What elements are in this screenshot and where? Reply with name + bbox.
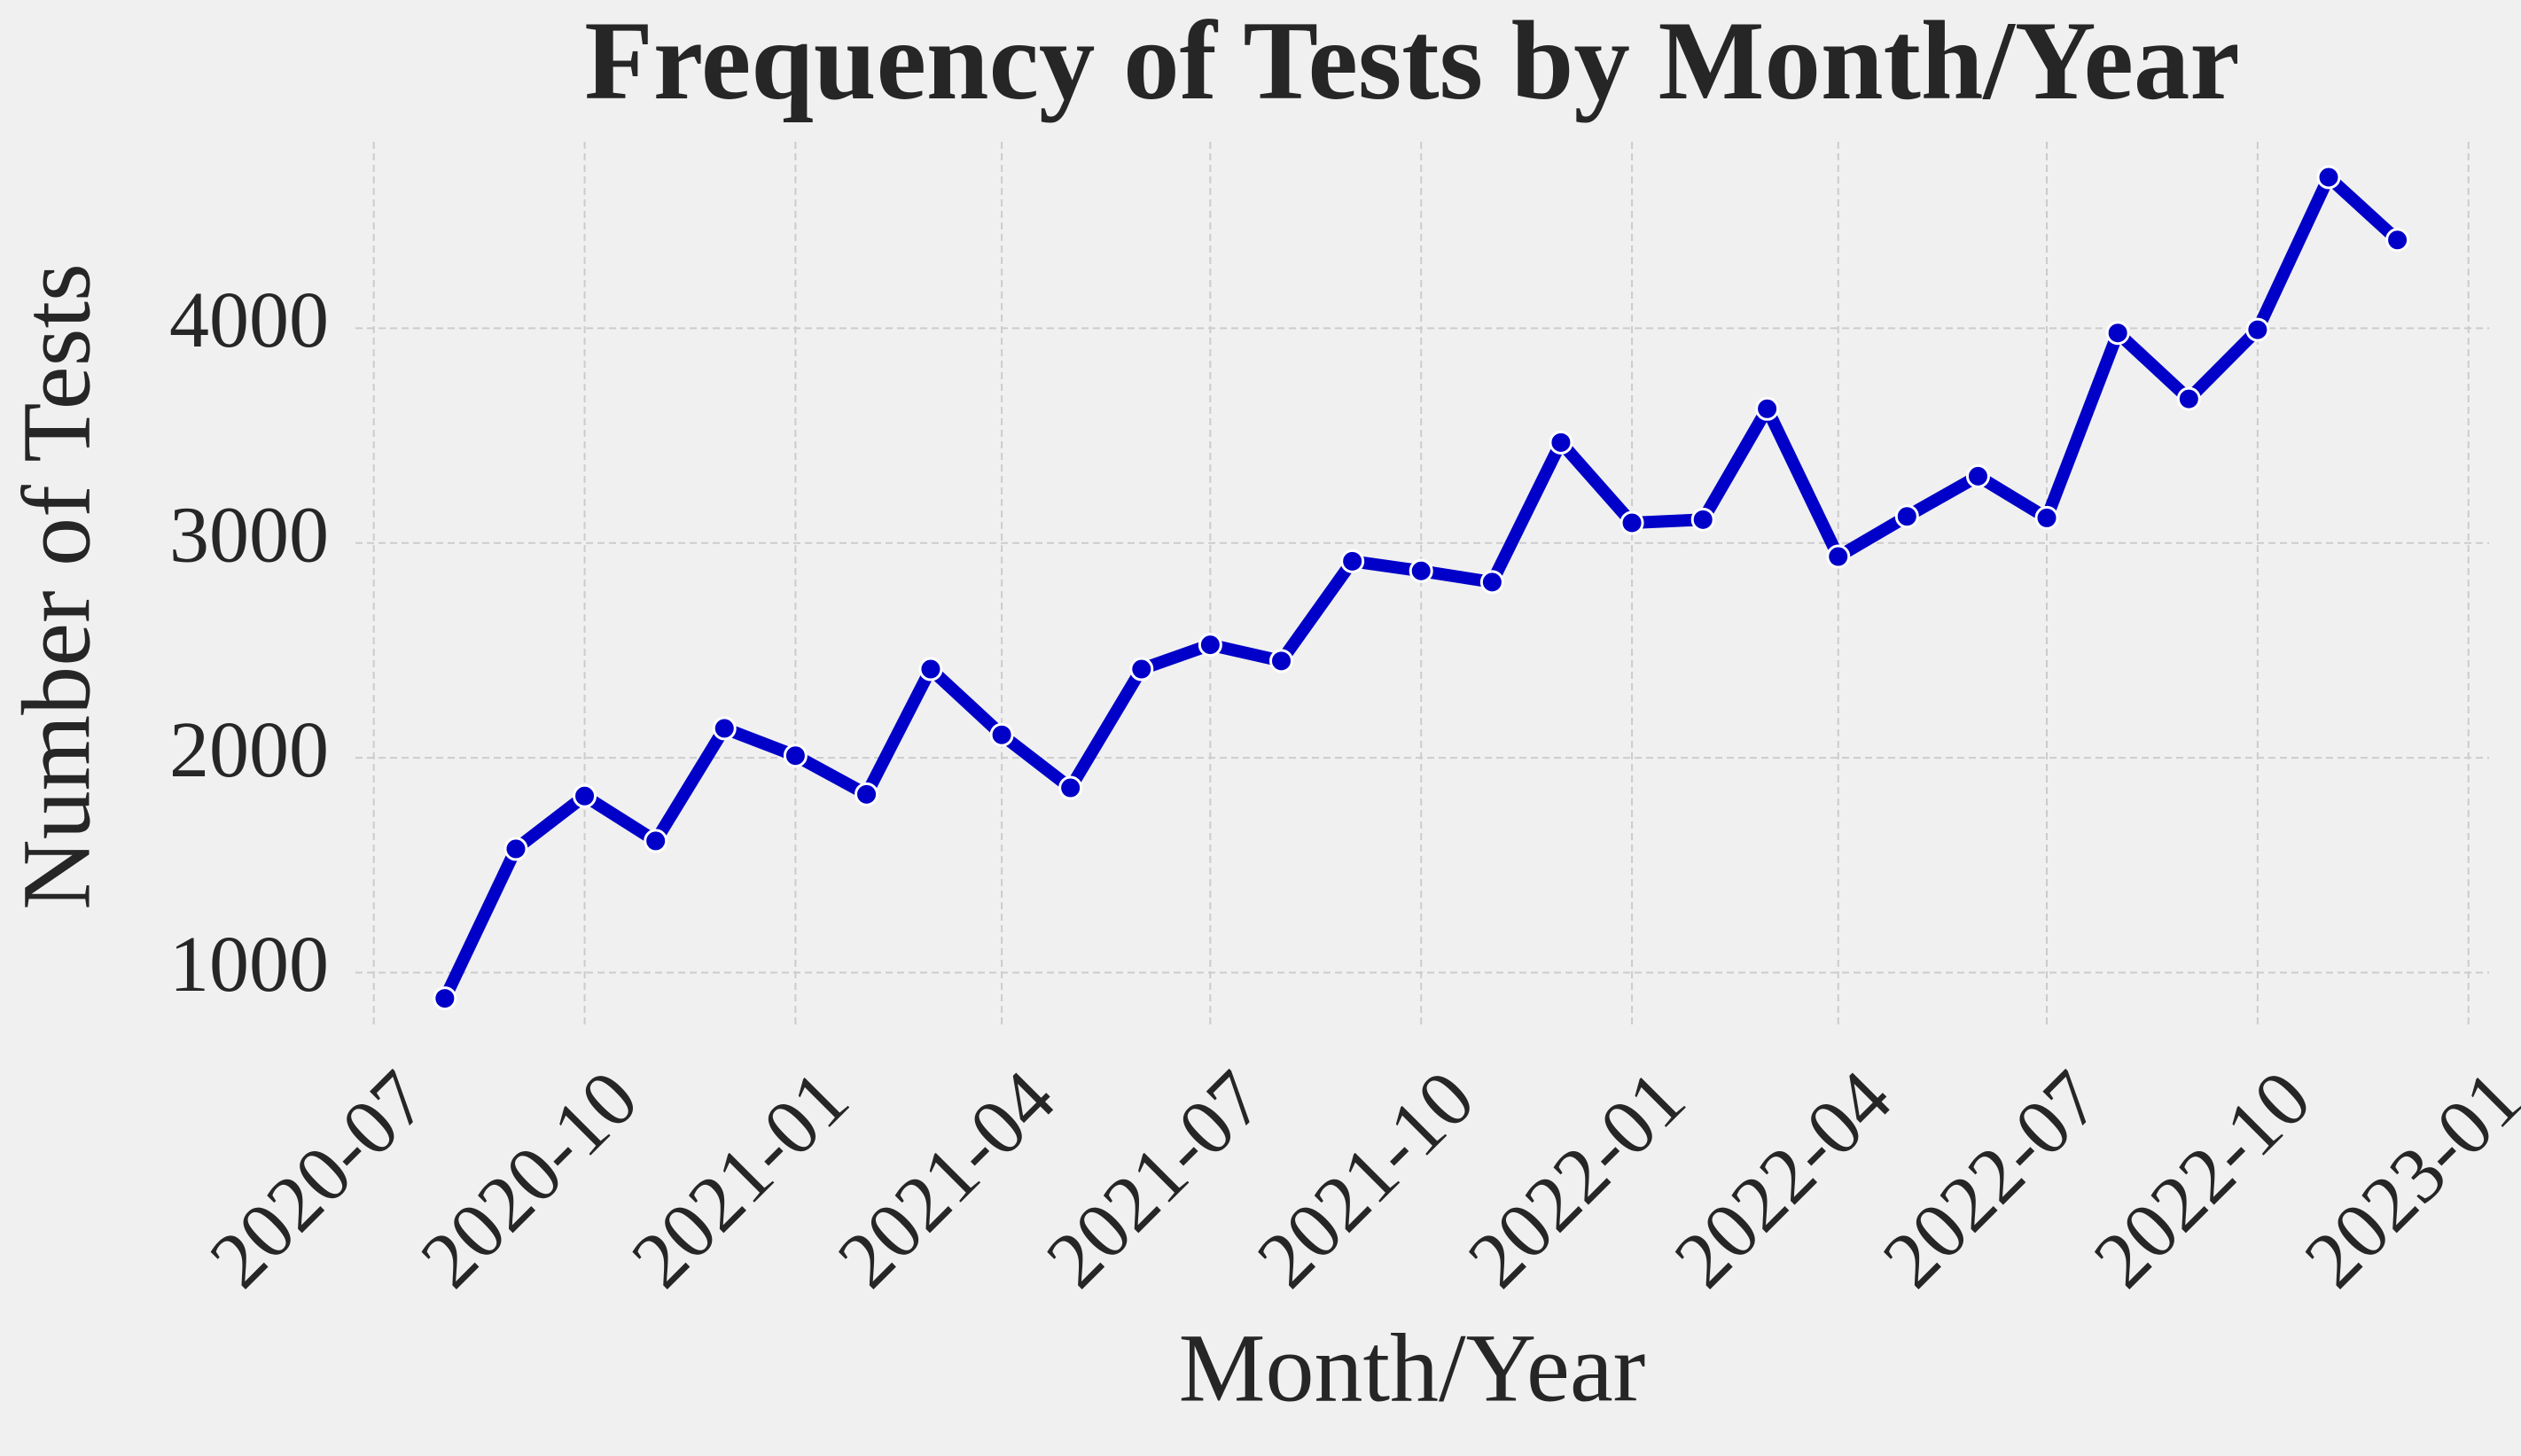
data-point <box>2245 317 2270 342</box>
data-point <box>1894 504 1919 529</box>
data-point <box>1409 558 1433 583</box>
data-point <box>2385 228 2410 253</box>
data-point <box>712 716 737 741</box>
data-point <box>2316 165 2341 190</box>
data-point <box>1965 463 1990 488</box>
data-point <box>783 744 808 768</box>
data-point <box>2105 321 2130 346</box>
data-point <box>989 722 1014 747</box>
y-tick-label: 1000 <box>169 921 329 1008</box>
data-point <box>573 783 597 808</box>
data-point <box>433 986 457 1011</box>
y-tick-label: 4000 <box>169 276 329 364</box>
y-tick-label: 3000 <box>169 491 329 579</box>
x-axis-label: Month/Year <box>1179 1313 1646 1421</box>
y-tick-label: 2000 <box>169 706 329 794</box>
data-point <box>1058 775 1083 800</box>
data-point <box>1690 507 1715 532</box>
data-point <box>1620 510 1644 535</box>
data-point <box>2034 505 2059 530</box>
data-point <box>1268 649 1293 673</box>
data-point <box>1479 570 1504 595</box>
chart-title: Frequency of Tests by Month/Year <box>584 0 2239 123</box>
data-point <box>2176 386 2201 411</box>
y-axis-label: Number of Tests <box>2 263 110 910</box>
data-point <box>918 657 943 681</box>
data-point <box>1549 430 1573 455</box>
data-point <box>855 782 879 806</box>
data-point <box>1340 549 1365 573</box>
data-point <box>644 829 668 853</box>
data-point <box>1198 633 1222 658</box>
data-point <box>1826 544 1851 569</box>
data-point <box>503 837 528 861</box>
data-point <box>1129 657 1154 681</box>
data-point <box>1755 396 1780 421</box>
